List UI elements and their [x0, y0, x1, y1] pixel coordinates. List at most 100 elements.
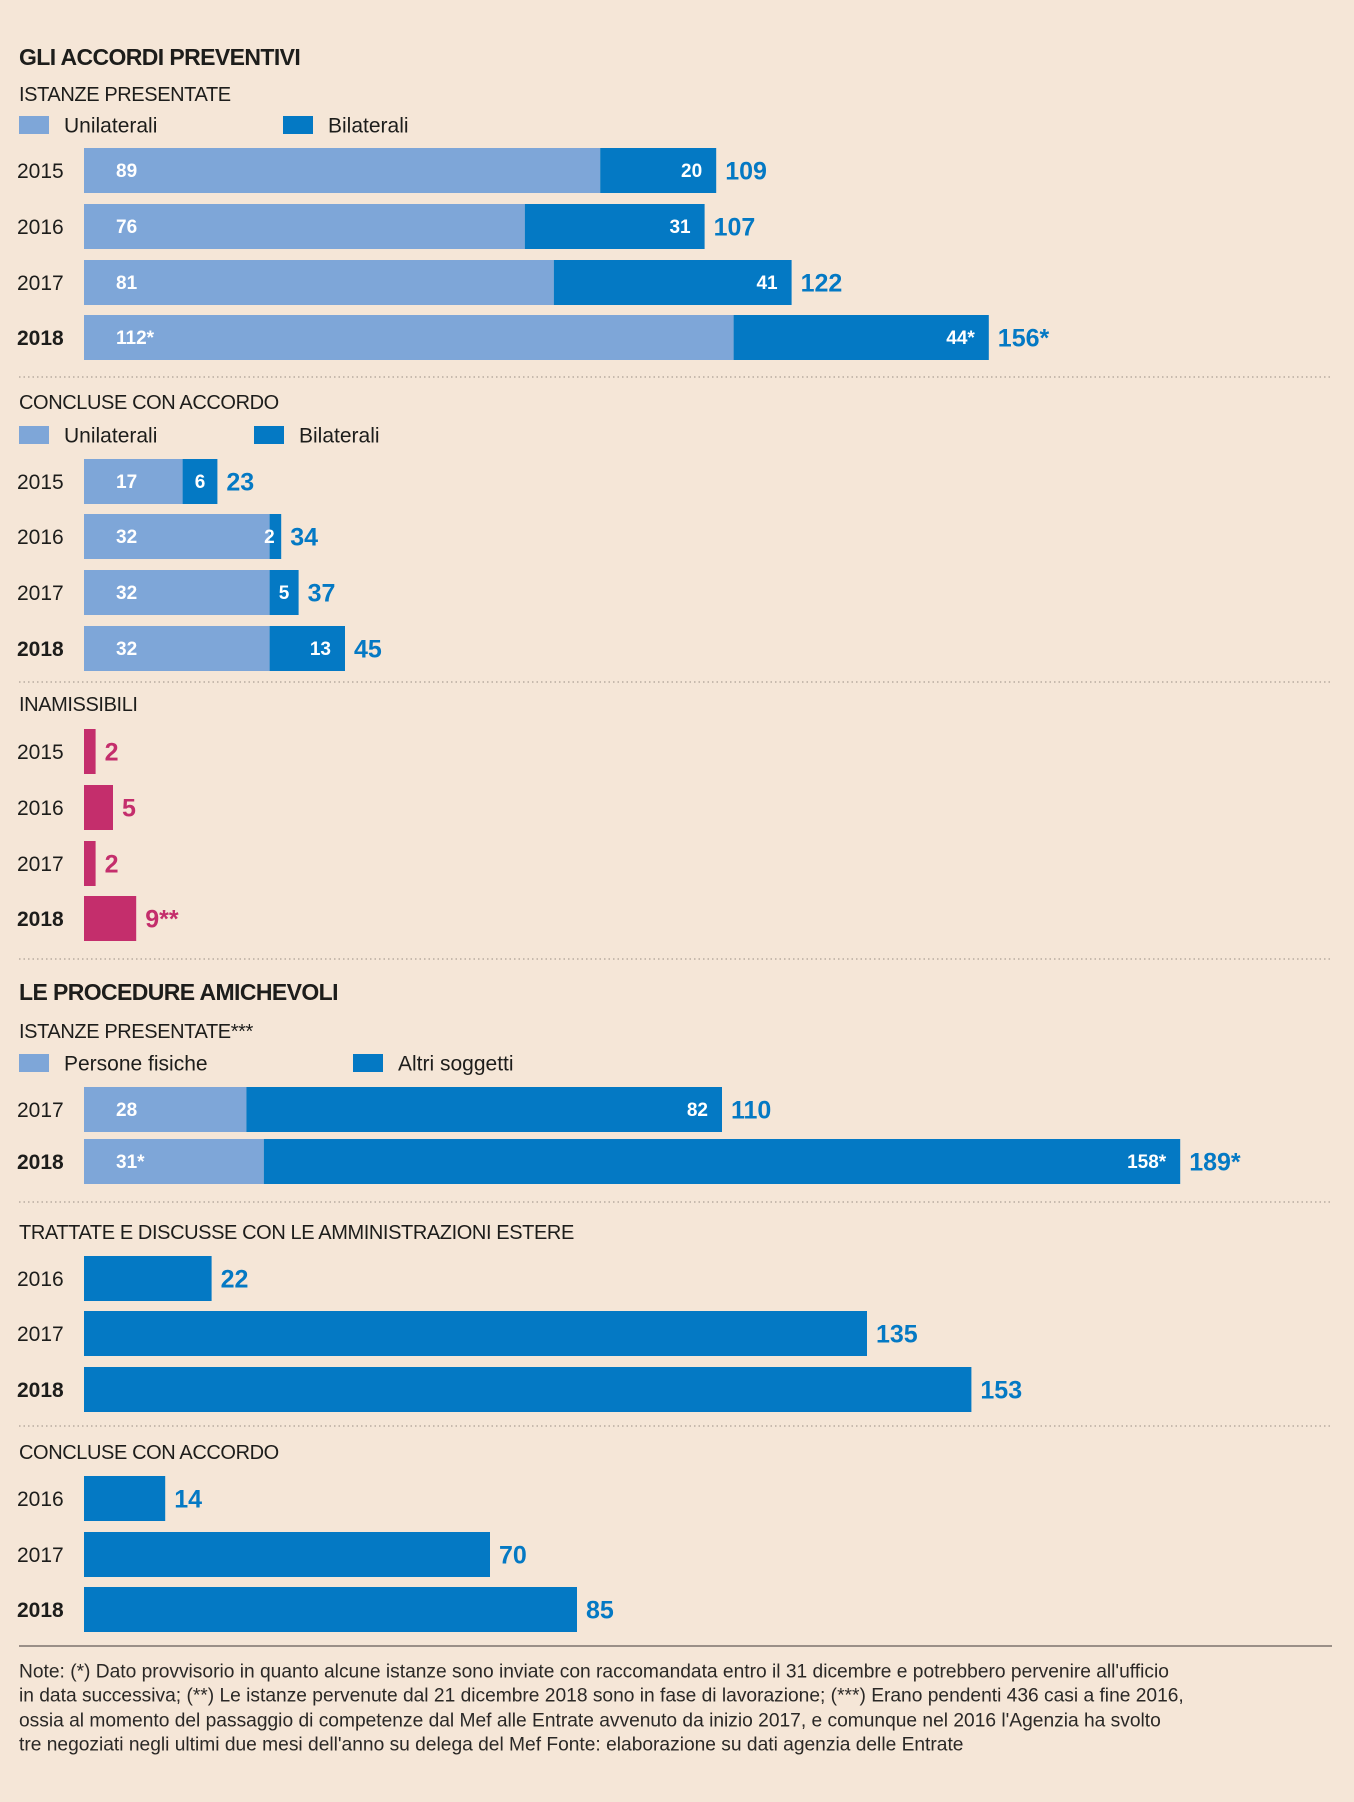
bar-segment-unilaterali	[84, 148, 601, 193]
chart-subtitle: ISTANZE PRESENTATE***	[19, 1021, 253, 1043]
legend-swatch-bilaterali	[254, 426, 284, 444]
bar-total-label: 135	[876, 1321, 918, 1349]
bar-segment-bilaterali	[182, 459, 218, 504]
chart-subtitle: ISTANZE PRESENTATE	[19, 84, 231, 106]
notes-line: in data successiva; (**) Le istanze perv…	[19, 1686, 1184, 1707]
bar-segment-concluse-con-accordo	[84, 1532, 490, 1577]
legend-swatch-unilaterali	[19, 426, 49, 444]
bar-segment-unilaterali	[84, 315, 734, 360]
bar-segment-inamissibili	[84, 729, 96, 774]
year-label: 2018	[17, 908, 64, 931]
bar-total-label: 2	[105, 739, 119, 767]
legend-label: Unilaterali	[64, 115, 157, 138]
bar-segment-bilaterali	[600, 148, 717, 193]
chart-subtitle: TRATTATE E DISCUSSE CON LE AMMINISTRAZIO…	[19, 1222, 574, 1244]
bar-segment-unilaterali	[84, 570, 270, 615]
legend-label: Bilaterali	[328, 115, 409, 138]
year-label: 2017	[17, 1099, 64, 1122]
year-label: 2016	[17, 1488, 64, 1511]
bar-value-label: 31	[669, 217, 691, 238]
bar-value-label: 28	[116, 1100, 137, 1121]
bar-total-label: 153	[980, 1377, 1022, 1405]
bar-segment-altri-soggetti	[246, 1087, 722, 1132]
bar-value-label: 13	[310, 639, 331, 660]
bar-segment-unilaterali	[84, 514, 270, 559]
legend-label: Altri soggetti	[398, 1053, 514, 1076]
chart-subtitle: CONCLUSE CON ACCORDO	[19, 392, 279, 414]
bar-segment-unilaterali	[84, 204, 525, 249]
section-title: GLI ACCORDI PREVENTIVI	[19, 44, 300, 70]
bar-total-label: 122	[801, 270, 843, 298]
bar-total-label: 23	[226, 469, 254, 497]
bar-value-label: 112*	[116, 328, 155, 349]
bar-segment-altri-soggetti	[263, 1139, 1181, 1184]
bar-segment-bilaterali	[553, 260, 792, 305]
bar-total-label: 5	[122, 795, 136, 823]
year-label: 2016	[17, 797, 64, 820]
legend-label: Unilaterali	[64, 425, 157, 448]
legend-swatch-persone-fisiche	[19, 1054, 49, 1072]
bar-segment-bilaterali	[524, 204, 705, 249]
bar-value-label: 5	[279, 583, 290, 604]
year-label: 2017	[17, 853, 64, 876]
bar-segment-bilaterali	[269, 626, 345, 671]
bar-segment-unilaterali	[84, 459, 183, 504]
bar-segment-bilaterali	[269, 570, 299, 615]
year-label: 2018	[17, 1379, 64, 1402]
year-label: 2017	[17, 1544, 64, 1567]
bar-segment-bilaterali	[269, 514, 282, 559]
bar-segment-inamissibili	[84, 785, 113, 830]
bar-total-label: 14	[174, 1486, 202, 1514]
year-label: 2017	[17, 582, 64, 605]
bar-total-label: 110	[731, 1097, 771, 1125]
notes-line: ossia al momento del passaggio di compet…	[19, 1711, 1161, 1732]
bar-segment-concluse-con-accordo	[84, 1476, 166, 1521]
bar-total-label: 189*	[1189, 1149, 1241, 1177]
bar-total-label: 45	[354, 636, 382, 664]
bar-value-label: 20	[681, 161, 702, 182]
bar-value-label: 89	[116, 161, 137, 182]
year-label: 2015	[17, 160, 64, 183]
bar-segment-persone-fisiche	[84, 1139, 264, 1184]
notes-line: Note: (*) Dato provvisorio in quanto alc…	[19, 1662, 1169, 1683]
bar-value-label: 81	[116, 273, 138, 294]
bar-segment-inamissibili	[84, 841, 96, 886]
bar-segment-unilaterali	[84, 626, 270, 671]
bar-total-label: 2	[105, 851, 119, 879]
bar-value-label: 82	[687, 1100, 708, 1121]
legend-swatch-altri-soggetti	[353, 1054, 383, 1072]
bar-segment-unilaterali	[84, 260, 554, 305]
bar-total-label: 37	[308, 580, 336, 608]
bar-value-label: 2	[264, 527, 275, 548]
bar-segment-trattate-e-discusse	[84, 1311, 867, 1356]
chart-subtitle: INAMISSIBILI	[19, 694, 138, 716]
year-label: 2017	[17, 1323, 64, 1346]
year-label: 2016	[17, 526, 64, 549]
bar-total-label: 85	[586, 1597, 614, 1625]
year-label: 2018	[17, 1151, 64, 1174]
bar-total-label: 109	[725, 158, 767, 186]
year-label: 2018	[17, 327, 64, 350]
year-label: 2018	[17, 638, 64, 661]
bar-value-label: 44*	[946, 328, 975, 349]
bar-total-label: 34	[290, 524, 318, 552]
bar-total-label: 156*	[998, 325, 1050, 353]
notes-line: tre negoziati negli ultimi due mesi dell…	[19, 1735, 963, 1756]
bar-value-label: 32	[116, 527, 137, 548]
bar-value-label: 31*	[116, 1152, 145, 1173]
year-label: 2018	[17, 1599, 64, 1622]
year-label: 2015	[17, 471, 64, 494]
bar-value-label: 41	[756, 273, 778, 294]
bar-value-label: 6	[195, 472, 206, 493]
bar-segment-trattate-e-discusse	[84, 1367, 972, 1412]
bar-value-label: 76	[116, 217, 137, 238]
bar-value-label: 32	[116, 583, 137, 604]
legend-swatch-bilaterali	[283, 116, 313, 134]
chart-subtitle: CONCLUSE CON ACCORDO	[19, 1442, 279, 1464]
bar-segment-inamissibili	[84, 896, 137, 941]
legend-swatch-unilaterali	[19, 116, 49, 134]
year-label: 2016	[17, 1268, 64, 1291]
bar-segment-persone-fisiche	[84, 1087, 247, 1132]
